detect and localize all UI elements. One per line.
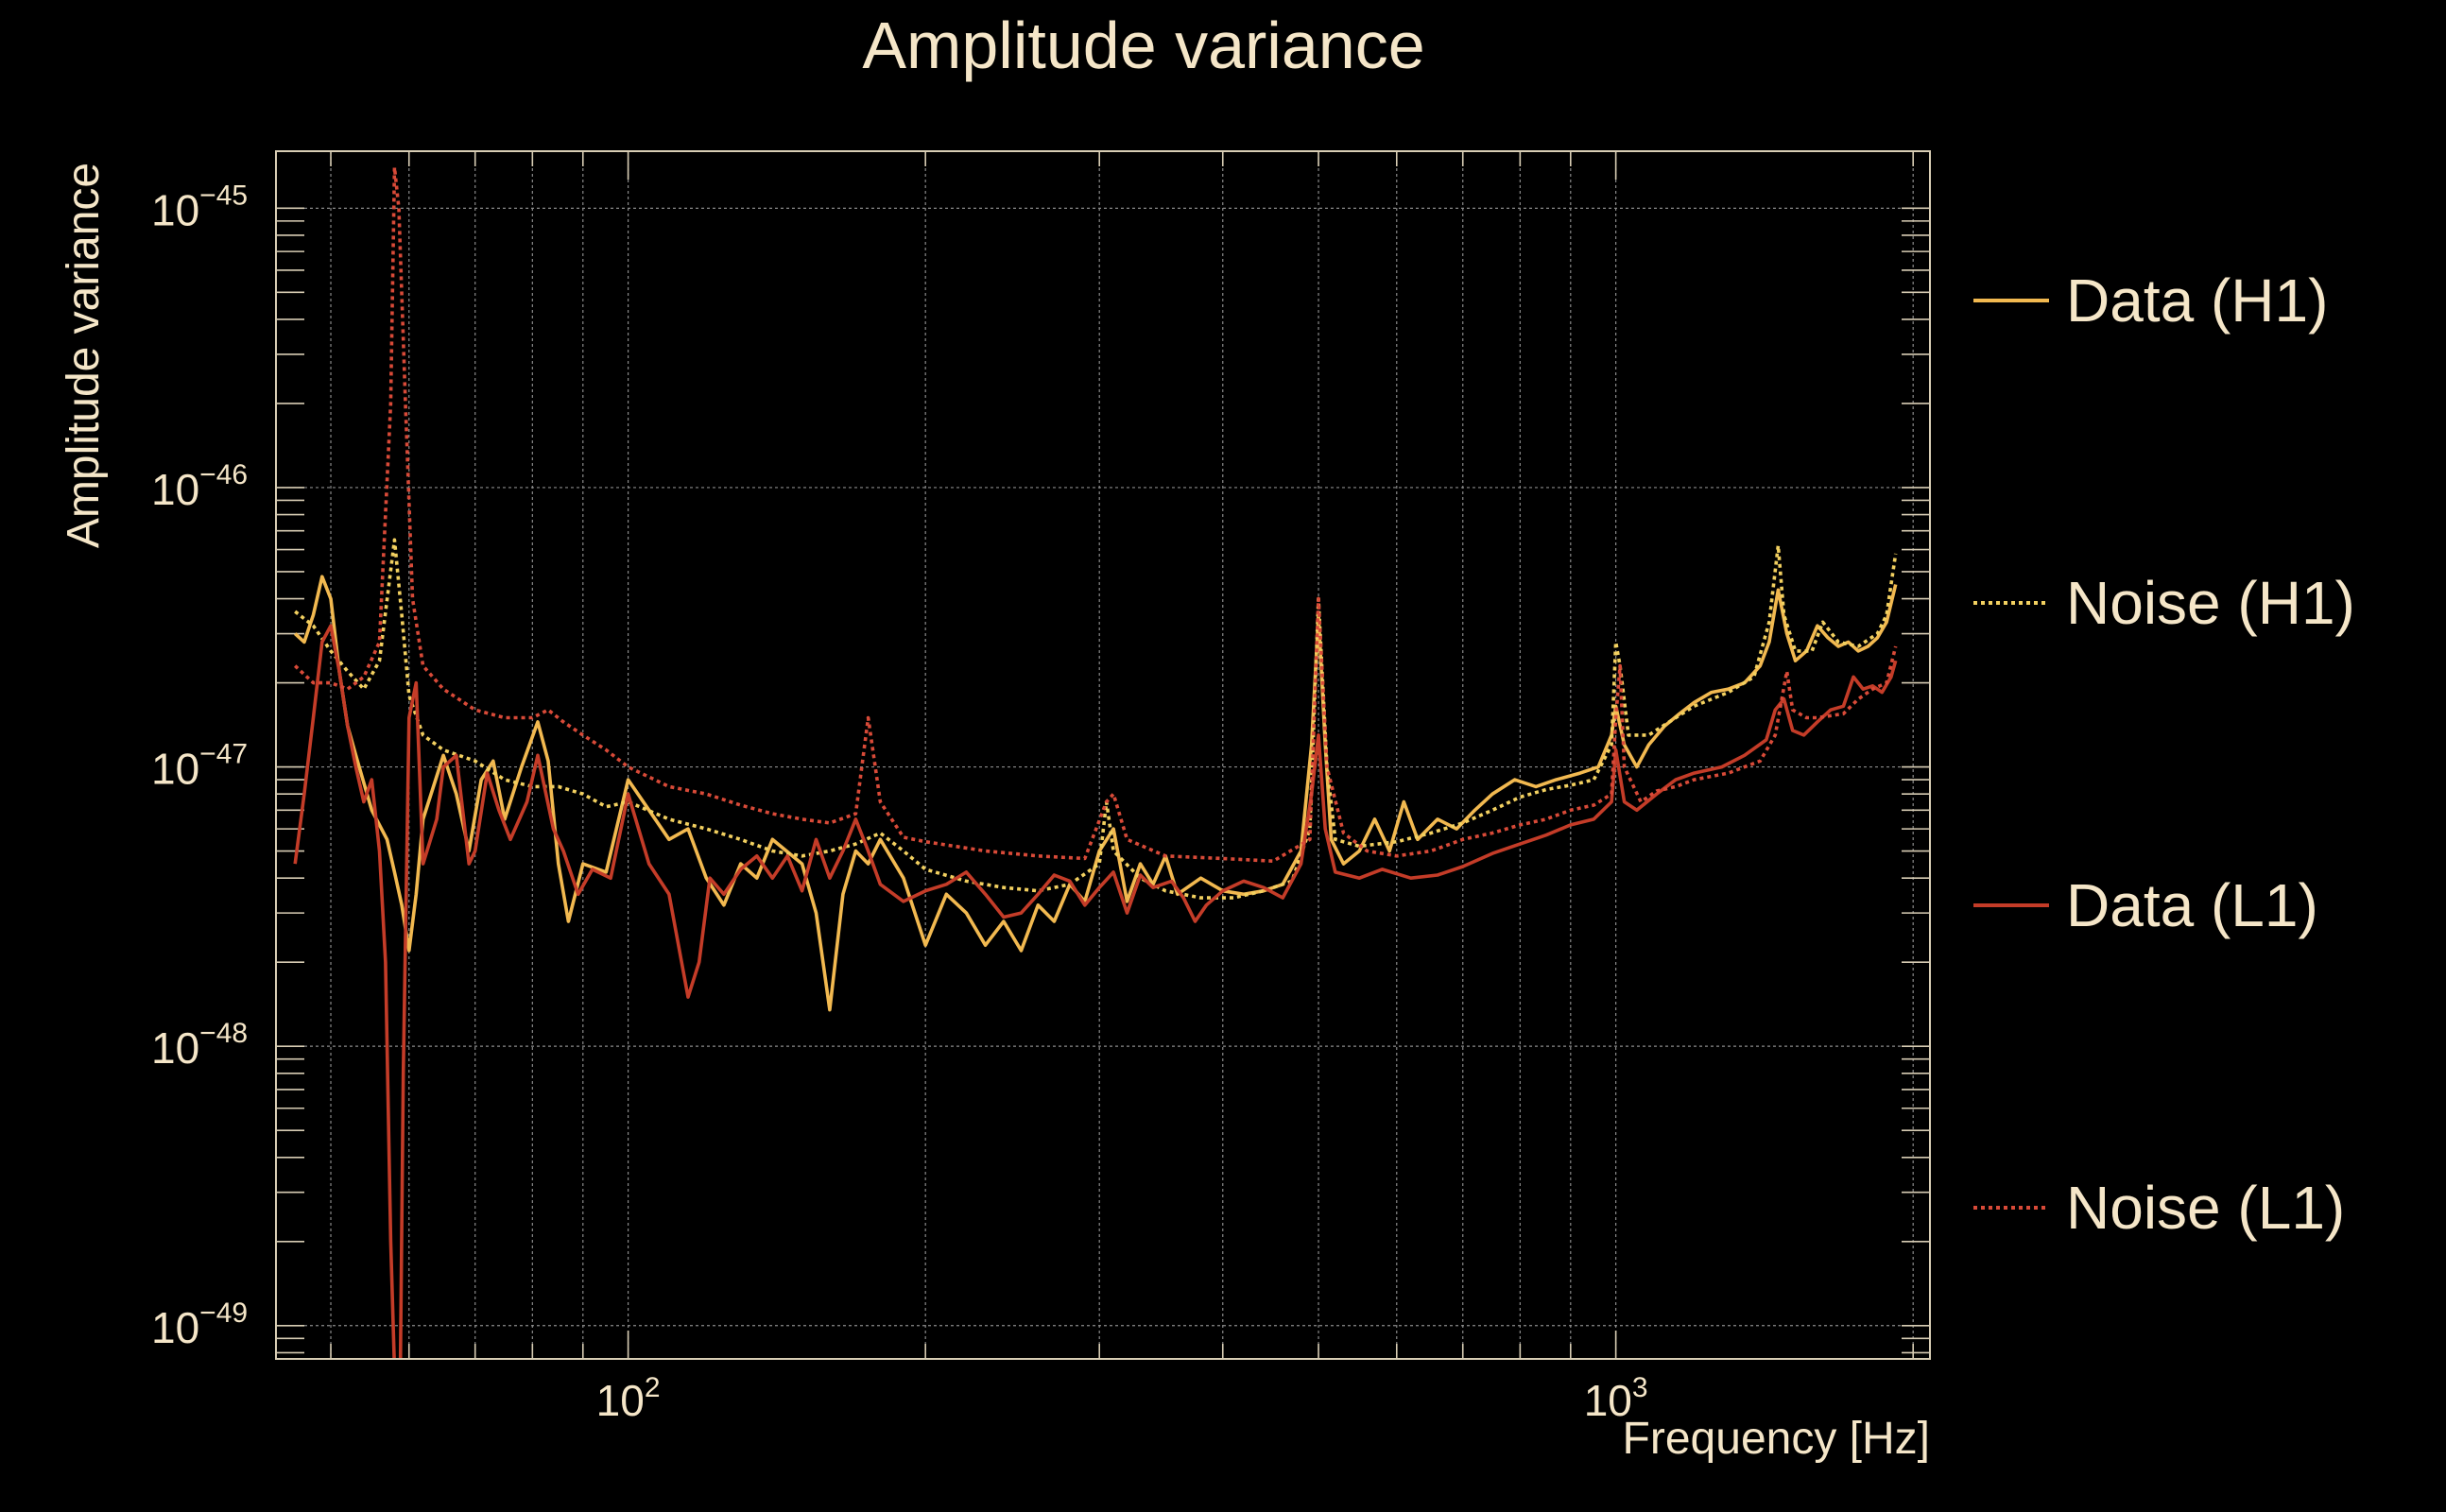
series-lines (293, 165, 1898, 1359)
y-tick-label: 10−47 (151, 739, 248, 794)
legend-label: Noise (L1) (2066, 1174, 2345, 1242)
chart-title: Amplitude variance (862, 9, 1424, 82)
legend: Data (H1) Noise (H1) Data (L1) Noise (L1) (1973, 266, 2355, 1242)
series-line-data-h1 (293, 575, 1898, 1012)
legend-label: Data (H1) (2066, 266, 2328, 335)
tick-labels: 102 103 10−45 10−46 10−47 10−48 10−49 (151, 180, 1648, 1425)
y-tick-label: 10−49 (151, 1297, 248, 1352)
x-axis-label: Frequency [Hz] (1623, 1414, 1930, 1464)
plot-frame (275, 150, 1931, 1360)
legend-label: Noise (H1) (2066, 569, 2355, 637)
x-tick-label: 103 (1584, 1372, 1648, 1425)
series-line-data-l1 (293, 624, 1898, 1359)
series-line-noise-h1 (294, 538, 1898, 900)
y-tick-label: 10−46 (151, 459, 248, 514)
legend-label: Data (L1) (2066, 871, 2318, 939)
y-axis-label: Amplitude variance (59, 163, 109, 548)
y-tick-label: 10−48 (151, 1018, 248, 1073)
y-tick-label: 10−45 (151, 180, 248, 234)
x-tick-label: 102 (596, 1372, 661, 1425)
axis-ticks (276, 151, 1930, 1359)
